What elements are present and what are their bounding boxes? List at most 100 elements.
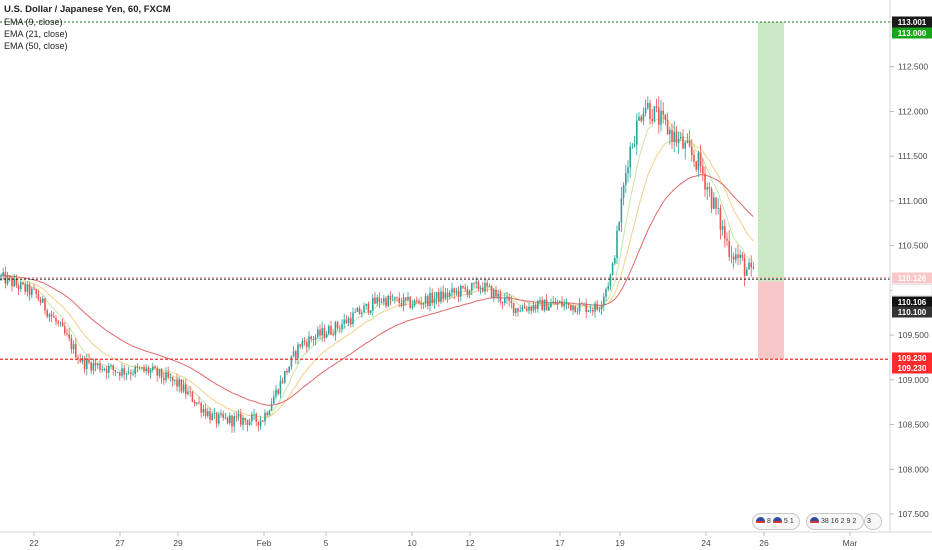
events-badge[interactable]: 38 16 2 9 2 [806, 513, 864, 530]
candle [572, 304, 574, 315]
candle-body [174, 379, 176, 381]
candle-body [251, 414, 253, 422]
candle-body [11, 278, 13, 287]
candle-body [284, 370, 286, 383]
candle-body [103, 369, 106, 370]
candle [169, 373, 172, 382]
candle [275, 385, 277, 400]
candle-body [534, 305, 537, 309]
candle [724, 218, 726, 248]
candle-body [200, 402, 202, 413]
candle [675, 126, 678, 148]
candle-body [666, 119, 669, 135]
candle-body [704, 173, 706, 190]
candle-body [578, 303, 581, 312]
candle-body [499, 293, 502, 302]
candle [141, 367, 143, 370]
stop-line-tag-text: 109.230 [898, 354, 927, 363]
candle [385, 296, 387, 309]
candle [545, 294, 548, 311]
candle [691, 138, 693, 162]
candle-body [662, 110, 664, 115]
ema-21-label[interactable]: EMA (21, close) [4, 29, 68, 39]
economic-events-group-3[interactable]: 3 [864, 513, 882, 530]
candle-body [699, 152, 702, 167]
candle [167, 366, 169, 380]
candle [158, 369, 161, 379]
candle-body [119, 372, 121, 376]
candle [339, 325, 341, 334]
candle [391, 293, 394, 301]
events-badge[interactable]: 3 [864, 513, 882, 530]
candle [284, 370, 286, 385]
candle-body [79, 358, 81, 362]
candle [334, 320, 337, 341]
candle-body [471, 283, 473, 291]
candle-body [462, 285, 464, 288]
candle [581, 301, 583, 305]
candle [422, 302, 425, 309]
candle-body [334, 322, 337, 335]
candle [682, 129, 684, 150]
candle [521, 304, 524, 312]
price-tick-label: 111.000 [898, 196, 928, 206]
candle [132, 369, 134, 377]
candle [402, 293, 405, 312]
candle-body [59, 322, 62, 324]
candle-body [446, 292, 449, 297]
candle [594, 300, 596, 318]
candle-body [152, 366, 154, 370]
candle [603, 293, 605, 312]
candle-body [154, 366, 156, 369]
candle [66, 328, 68, 337]
candle [343, 313, 345, 329]
events-badge[interactable]: 8 5 1 [752, 513, 800, 530]
candle-body [554, 301, 557, 305]
candle-body [636, 120, 638, 145]
candle-body [400, 303, 403, 306]
candle [620, 186, 623, 232]
candle-body [622, 184, 625, 198]
candle-body [387, 295, 389, 307]
candle [493, 287, 495, 303]
candle-body [343, 319, 345, 324]
candle [526, 305, 528, 313]
candle [345, 314, 348, 324]
candle-body [354, 312, 356, 313]
candle [561, 295, 563, 308]
event-count: 9 [846, 518, 851, 525]
candle [717, 198, 719, 215]
candle-body [647, 103, 649, 108]
candle [176, 374, 178, 392]
candle-body [156, 368, 158, 376]
ema-9-label[interactable]: EMA (9, close) [4, 17, 63, 27]
candle-body [209, 411, 211, 421]
candle [187, 386, 189, 396]
candle [83, 356, 86, 374]
candle-body [539, 299, 541, 301]
economic-events-group-1[interactable]: 8 5 1 [752, 513, 800, 530]
candle [559, 300, 561, 304]
economic-events-group-2[interactable]: 38 16 2 9 2 [806, 513, 864, 530]
candle-body [189, 391, 191, 393]
candle [592, 307, 594, 316]
candle [94, 358, 97, 372]
candle-body [405, 297, 407, 300]
candle-body [497, 293, 499, 297]
candle [697, 150, 700, 177]
candle [2, 267, 4, 280]
candle-body [312, 339, 315, 341]
candle [149, 367, 152, 379]
candle [145, 364, 147, 375]
candle [539, 296, 541, 305]
candle-body [618, 222, 620, 231]
candle-body [510, 300, 513, 303]
candle-body [306, 342, 308, 347]
ema-50-label[interactable]: EMA (50, close) [4, 41, 68, 51]
candle [180, 378, 183, 393]
time-tick-label: Feb [257, 538, 272, 548]
candle-body [187, 391, 189, 395]
candle-body [246, 420, 249, 425]
candle [666, 112, 669, 136]
